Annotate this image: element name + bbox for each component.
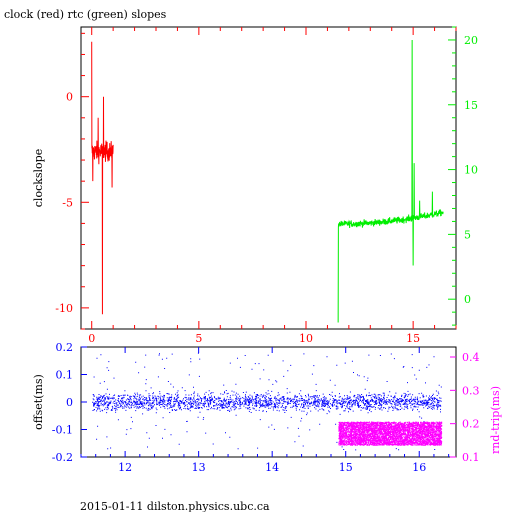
slope-y2-tick-label: 20 [464, 34, 478, 47]
slope-x-tick-label: 15 [406, 332, 420, 345]
rndtrip-y2-tick-label: 0.4 [462, 351, 480, 364]
slope-y-label: clockslope [32, 149, 45, 207]
slope-y-tick-label: -10 [55, 302, 73, 315]
chart-title: clock (red) rtc (green) slopes [4, 8, 167, 21]
offset-panel: 12 13 14 15 16 0.20.10-0.1-0.2 0.40.30.20.1 … [32, 341, 502, 474]
offset-x-tick-label: 15 [339, 461, 353, 474]
slope-x-tick-label: 10 [299, 332, 313, 345]
offset-y-tick-label: -0.2 [52, 451, 73, 464]
offset-x-tick-label: 16 [412, 461, 426, 474]
rndtrip-y-label: rnd-trip(ms) [489, 386, 502, 454]
slope-y2-tick-label: 15 [464, 99, 478, 112]
slope-series [91, 39, 444, 323]
rndtrip-y2-tick-label: 0.1 [462, 451, 480, 464]
slope-panel: 0 5 10 15 0 -5 -10 0 5 10 15 20 clockslope [32, 26, 478, 345]
rndtrip-y2-tick-label: 0.3 [462, 384, 480, 397]
offset-y-label: offset(ms) [32, 374, 45, 430]
slope-plot-frame [80, 26, 457, 330]
slope-x-axis: 0 5 10 15 [88, 27, 457, 345]
rndtrip-y2-tick-label: 0.2 [462, 418, 480, 431]
offset-x-tick-label: 13 [192, 461, 206, 474]
offset-x-axis: 12 13 14 15 16 [80, 347, 450, 474]
slope-y2-tick-label: 10 [464, 164, 478, 177]
footer-label: 2015-01-11 dilston.physics.ubc.ca [80, 500, 270, 512]
offset-y-tick-label: -0.1 [52, 424, 73, 437]
offset-y-tick-label: 0.1 [56, 369, 74, 382]
slope-y-tick-label: -5 [62, 196, 73, 209]
series-line-clock [91, 41, 114, 315]
offset-y-axis: 0.2 0.1 0 -0.1 -0.2 [52, 341, 87, 464]
series-line-rtc [337, 39, 444, 323]
series-points-rndtrip [338, 421, 443, 446]
series-points-offset [92, 352, 442, 451]
slope-y2-tick-label: 0 [464, 293, 471, 306]
offset-y-tick-label: 0.2 [56, 341, 74, 354]
offset-x-tick-label: 14 [265, 461, 279, 474]
slope-y-axis: 0 -5 -10 [55, 32, 89, 330]
offset-y-tick-label: 0 [66, 396, 73, 409]
slope-y2-axis: 0 5 10 15 20 [448, 26, 478, 326]
slope-x-tick-label: 0 [88, 332, 95, 345]
slope-y-tick-label: 0 [66, 91, 73, 104]
offset-x-tick-label: 12 [118, 461, 132, 474]
offset-series [92, 352, 443, 451]
slope-y2-tick-label: 5 [464, 228, 471, 241]
slope-x-tick-label: 5 [195, 332, 202, 345]
rndtrip-y2-axis: 0.4 0.3 0.2 0.1 [450, 351, 480, 464]
